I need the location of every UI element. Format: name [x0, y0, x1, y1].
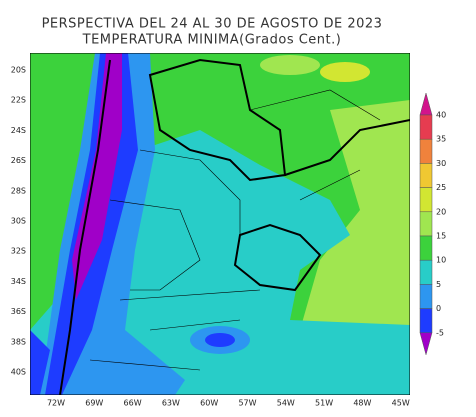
lon-label: 57W [238, 399, 256, 408]
colorbar-segment [419, 163, 433, 188]
colorbar-cap [419, 332, 433, 356]
lon-label: 51W [315, 399, 333, 408]
colorbar-segment [419, 187, 433, 213]
lon-label: 63W [162, 399, 180, 408]
title-line: TEMPERATURA MINIMA(Grados Cent.) [82, 33, 342, 48]
title-line: PERSPECTIVA DEL 24 AL 30 DE AGOSTO DE 20… [42, 17, 383, 32]
colorbar-tick-label: 20 [436, 207, 446, 216]
lat-label: 34S [11, 277, 26, 286]
colorbar-segment [419, 259, 433, 285]
lat-label: 20S [11, 66, 26, 75]
colorbar-tick-label: 15 [436, 232, 446, 241]
lon-label: 66W [124, 399, 142, 408]
map [30, 53, 410, 395]
colorbar-segment [419, 211, 433, 237]
colorbar-segment [419, 308, 433, 334]
colorbar-tick-label: 10 [436, 256, 446, 265]
lat-label: 32S [11, 247, 26, 256]
colorbar-tick-label: 5 [436, 280, 441, 289]
lat-label: 36S [11, 307, 26, 316]
lat-label: 28S [11, 186, 26, 195]
axis-labels: 20S 22S 24S 26S 28S 30S 32S 34S 36S 38S 40S 72W 69W 6… [11, 66, 410, 408]
colorbar-tick-label: 35 [436, 135, 446, 144]
colorbar-tick-label: 30 [436, 159, 446, 168]
colorbar-tick-label: 25 [436, 183, 446, 192]
lat-label: 26S [11, 156, 26, 165]
lat-label: 30S [11, 217, 26, 226]
lon-label: 54W [277, 399, 295, 408]
lat-label: 22S [11, 96, 26, 105]
colorbar-segment [419, 114, 433, 140]
lat-label: 24S [11, 126, 26, 135]
lon-label: 45W [392, 399, 410, 408]
colorbar-segment [419, 138, 433, 164]
colorbar-segment [419, 235, 433, 261]
lat-label: 40S [11, 368, 26, 377]
colorbar: 40 35 30 25 20 15 10 5 0 -5 [419, 92, 446, 356]
colorbar-segment [419, 284, 433, 309]
lon-label: 72W [47, 399, 65, 408]
colorbar-tick-label: 0 [436, 304, 441, 313]
lon-label: 60W [200, 399, 218, 408]
lat-label: 38S [11, 337, 26, 346]
lon-label: 69W [85, 399, 103, 408]
colorbar-tick-label: 40 [436, 111, 446, 120]
colorbar-cap [419, 92, 433, 116]
lon-label: 48W [353, 399, 371, 408]
colorbar-tick-label: -5 [436, 328, 444, 337]
